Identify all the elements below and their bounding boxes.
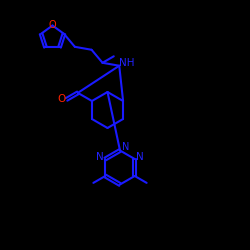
Text: O: O bbox=[57, 94, 65, 104]
Text: N: N bbox=[96, 152, 104, 162]
Text: N: N bbox=[122, 142, 129, 152]
Text: O: O bbox=[48, 20, 56, 30]
Text: NH: NH bbox=[118, 58, 134, 68]
Text: N: N bbox=[136, 152, 144, 162]
